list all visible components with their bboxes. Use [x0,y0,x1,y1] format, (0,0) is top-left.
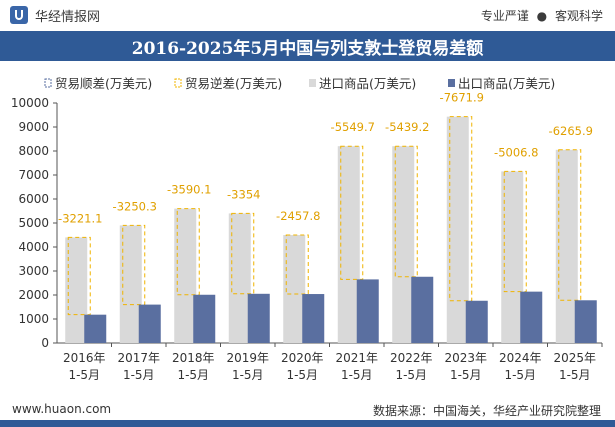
deficit-data-label: -5006.8 [494,145,538,159]
deficit-data-label: -5549.7 [331,120,375,134]
y-tick-label: 4000 [18,240,49,254]
x-tick-label-period: 1-5月 [177,368,209,382]
legend-label-exp: 出口商品(万美元) [458,76,555,91]
import-bar [283,235,306,343]
import-bar [392,146,415,343]
legend-label-neg: 贸易逆差(万美元) [185,76,282,91]
top-bar: 华经情报网 专业严谨 ● 客观科学 [0,0,615,30]
x-tick-label-period: 1-5月 [68,368,100,382]
slogan: 专业严谨 ● 客观科学 [481,7,603,24]
x-tick-label-period: 1-5月 [123,368,155,382]
huajing-logo-icon [10,6,28,24]
footer-website[interactable]: www.huaon.com [12,402,112,416]
slogan-left: 专业严谨 [480,9,529,23]
deficit-data-label: -3250.3 [113,199,157,213]
import-bar [501,171,524,343]
deficit-data-label: -2457.8 [276,209,320,223]
export-bar [574,300,597,343]
y-tick-label: 8000 [18,144,49,158]
export-bar [138,304,161,343]
deficit-bar [67,236,91,316]
y-tick-label: 10000 [11,96,49,110]
y-tick-label: 2000 [18,288,49,302]
legend-swatch-import [309,79,316,87]
slogan-separator: ● [536,9,548,23]
deficit-data-label: -5439.2 [385,120,429,134]
deficit-bar [122,224,146,306]
export-bar [520,291,543,343]
x-tick-label-period: 1-5月 [341,368,373,382]
export-bar [356,279,379,343]
x-tick-label-year: 2022年 [390,351,433,365]
y-tick-label: 0 [41,336,49,350]
deficit-bar [558,149,582,301]
y-tick-label: 6000 [18,192,49,206]
import-bar [446,116,469,344]
x-tick-label-period: 1-5月 [395,368,427,382]
deficit-bar [285,234,309,295]
y-tick-label: 1000 [18,312,49,326]
legend-swatch-surplus [44,78,52,88]
deficit-bar [503,170,527,293]
x-tick-label-period: 1-5月 [450,368,482,382]
title-bar: 2016-2025年5月中国与列支敦士登贸易差额 [0,31,615,61]
import-bar [119,225,142,343]
export-bar [465,300,488,343]
import-bar [65,237,88,343]
footer-source: 数据来源：中国海关，华经产业研究院整理 [372,404,601,418]
legend-swatch-export [448,79,455,87]
chart-title: 2016-2025年5月中国与列支敦士登贸易差额 [131,38,484,59]
x-tick-label-year: 2018年 [172,351,215,365]
deficit-data-label: -3590.1 [167,183,211,197]
import-bar [228,213,251,343]
x-tick-label-year: 2024年 [499,351,542,365]
deficit-bar [394,145,418,278]
export-bar [411,276,434,343]
x-tick-label-period: 1-5月 [286,368,318,382]
y-tick-label: 7000 [18,168,49,182]
export-bar [193,294,216,343]
x-tick-label-year: 2020年 [281,351,324,365]
slogan-right: 客观科学 [554,9,603,23]
import-bar [174,208,197,343]
deficit-data-label: -6265.9 [549,124,593,138]
export-bar [247,293,270,343]
deficit-bar [176,208,200,296]
import-bar [337,146,360,343]
y-tick-label: 5000 [18,216,49,230]
deficit-bar [340,145,364,280]
legend-swatch-deficit [174,78,182,88]
deficit-data-label: -7671.9 [440,91,484,105]
x-tick-label-year: 2021年 [335,351,378,365]
bottom-accent-line [0,420,615,427]
x-tick-label-period: 1-5月 [559,368,591,382]
x-tick-label-year: 2025年 [553,351,596,365]
deficit-bar [231,212,255,295]
y-tick-label: 9000 [18,120,49,134]
legend-label-imp: 进口商品(万美元) [319,76,416,91]
import-bar [555,149,578,343]
x-tick-label-year: 2017年 [117,351,160,365]
x-tick-label-period: 1-5月 [504,368,536,382]
y-tick-label: 3000 [18,264,49,278]
deficit-bar [449,116,473,302]
deficit-data-label: -3221.1 [58,211,102,225]
legend-label-pos: 贸易顺差(万美元) [55,76,152,91]
x-tick-label-year: 2016年 [63,351,106,365]
x-tick-label-year: 2023年 [444,351,487,365]
x-tick-label-period: 1-5月 [232,368,264,382]
deficit-data-label: -3354 [227,187,260,201]
x-tick-label-year: 2019年 [226,351,269,365]
export-bar [84,314,107,343]
brand-name: 华经情报网 [35,10,101,25]
export-bar [302,294,325,343]
